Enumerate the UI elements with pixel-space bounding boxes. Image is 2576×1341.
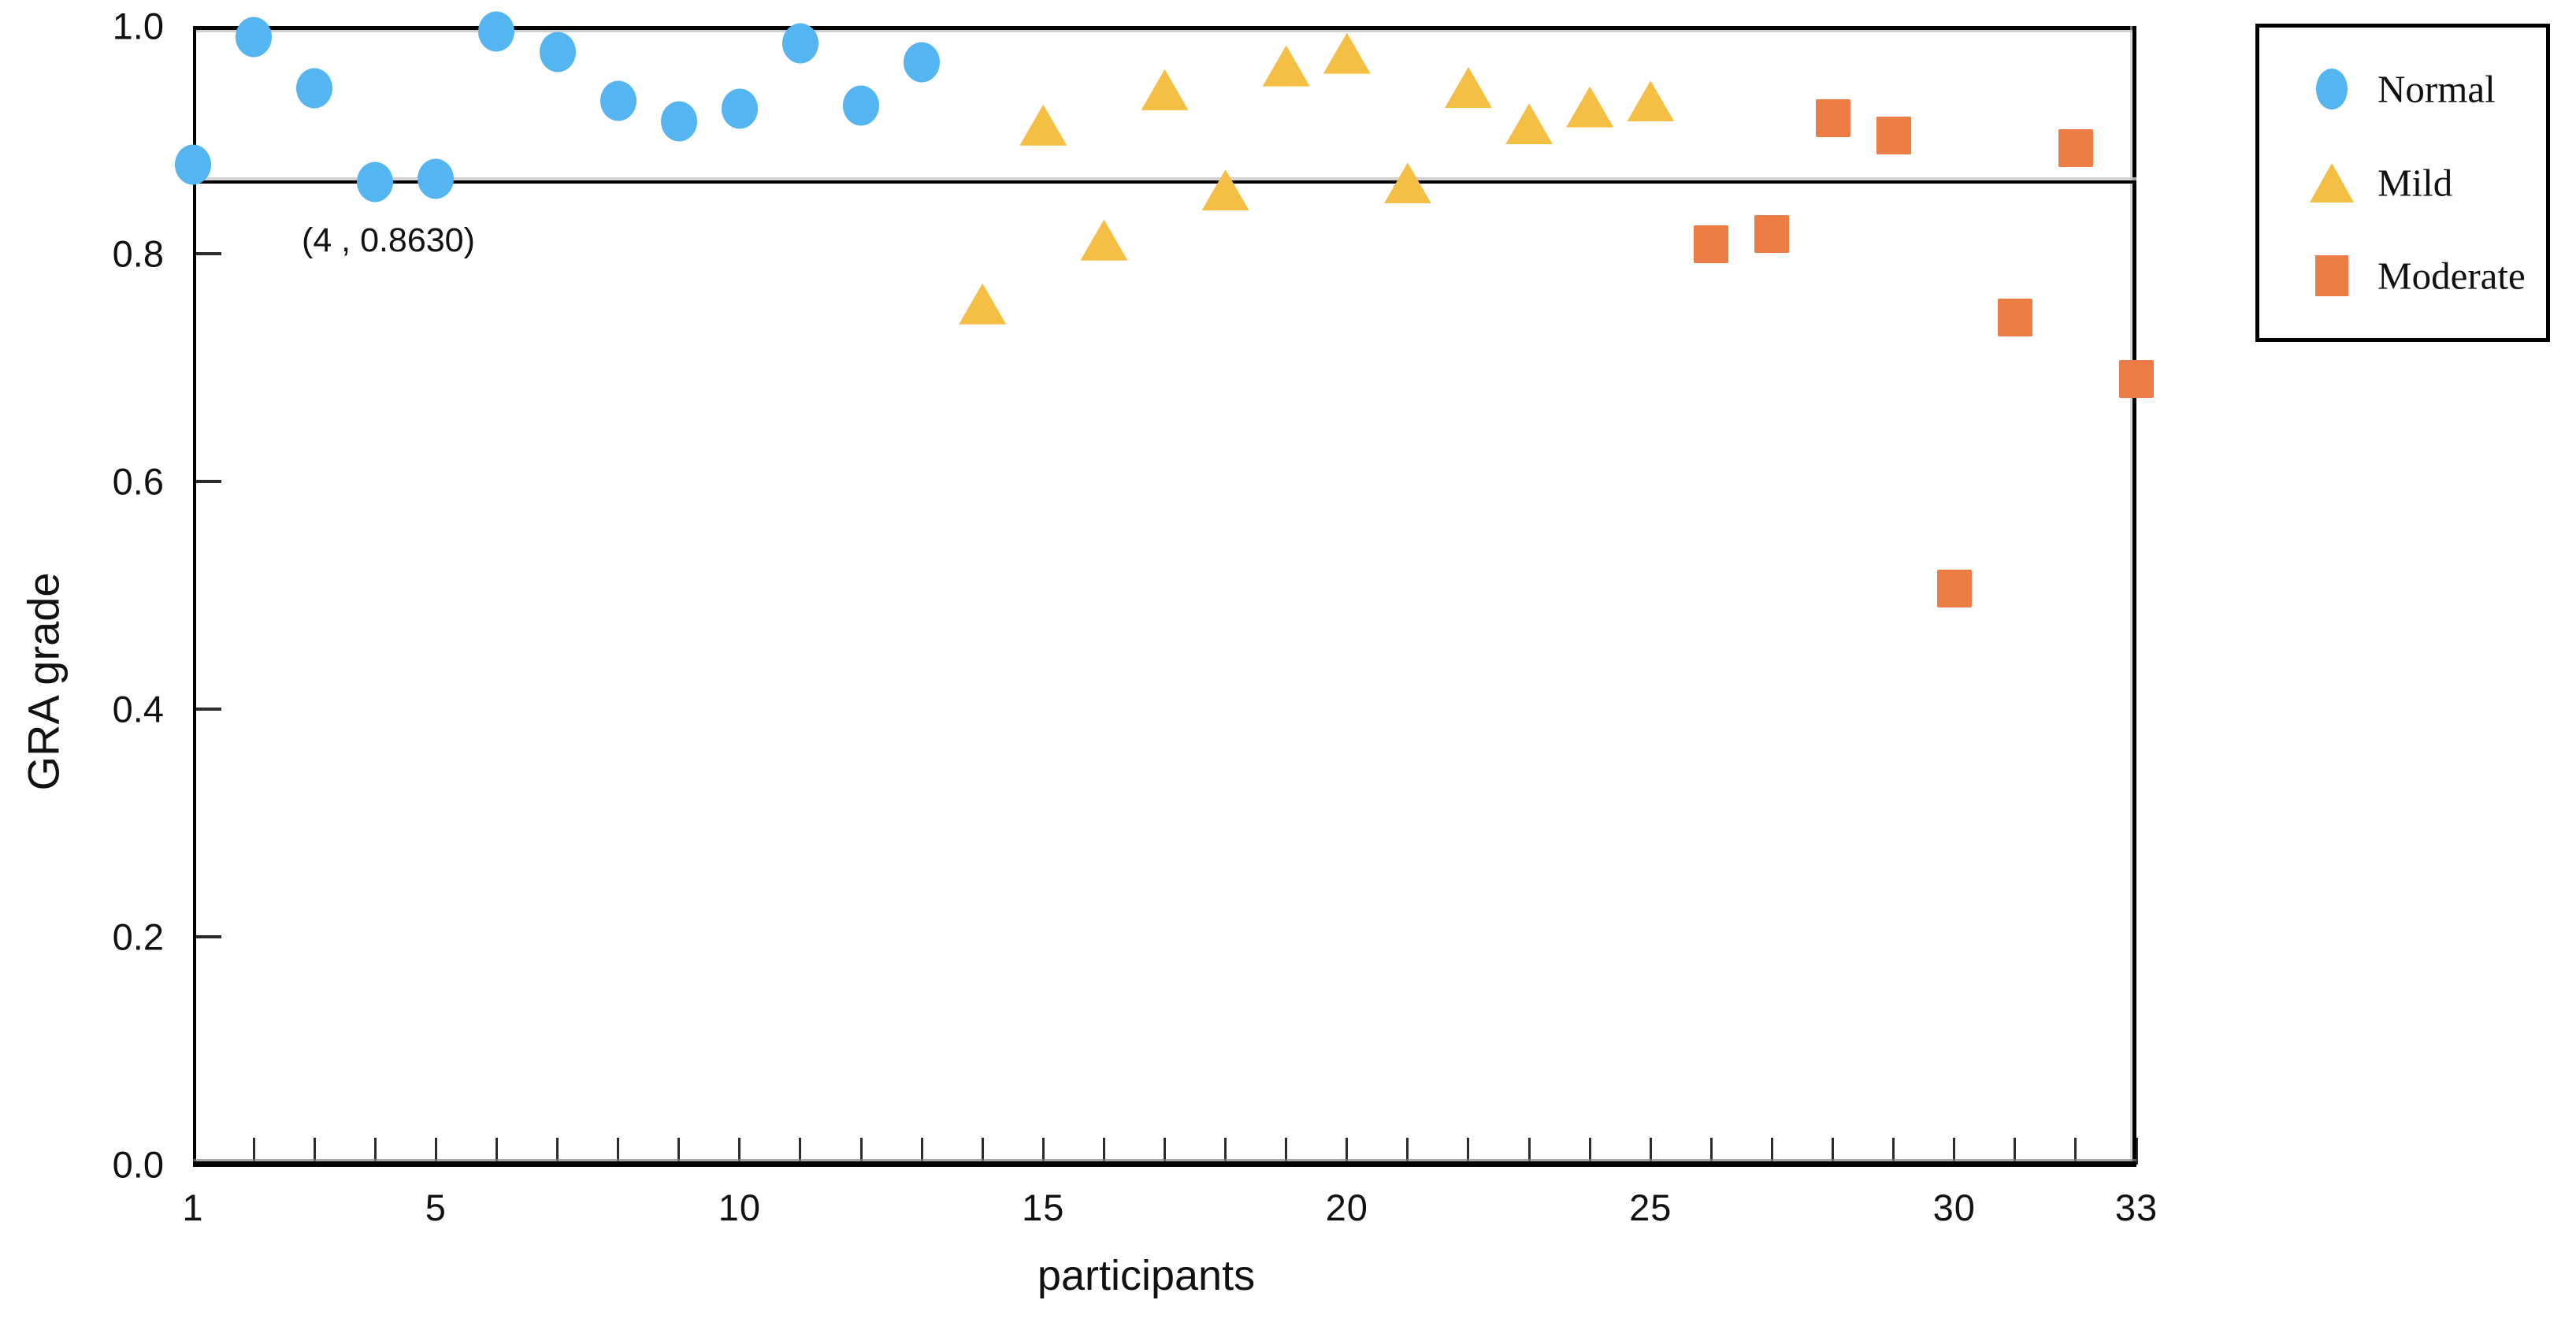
x-tick-label-25: 25 <box>1629 1187 1672 1228</box>
marker-mild-participant-23 <box>1505 103 1553 145</box>
x-minor-tick-19 <box>1285 1138 1288 1165</box>
x-minor-tick-20 <box>1346 1138 1349 1165</box>
x-minor-tick-12 <box>859 1138 863 1165</box>
marker-moderate-participant-29 <box>1876 116 1911 154</box>
marker-moderate-participant-31 <box>1997 298 2032 336</box>
marker-normal-participant-5 <box>418 158 455 199</box>
marker-normal-participant-4 <box>357 162 394 202</box>
x-axis-line <box>193 1161 2136 1167</box>
x-minor-tick-14 <box>981 1138 984 1165</box>
y-tick-label-0.6: 0.6 <box>112 460 164 503</box>
y-tick-label-0.2: 0.2 <box>112 916 164 958</box>
y-tick-label-0.8: 0.8 <box>112 232 164 275</box>
marker-moderate-participant-33 <box>2119 359 2154 398</box>
x-minor-tick-10 <box>738 1138 741 1165</box>
y-tick-0.2 <box>193 935 221 938</box>
marker-mild-participant-24 <box>1566 86 1614 128</box>
marker-normal-participant-9 <box>660 101 697 142</box>
y-tick-0.4 <box>193 708 221 711</box>
x-minor-tick-8 <box>617 1138 620 1165</box>
y-axis-line <box>193 26 196 1165</box>
y-tick-label-0.4: 0.4 <box>112 688 164 730</box>
x-minor-tick-5 <box>434 1138 437 1165</box>
x-tick-label-1: 1 <box>182 1187 204 1228</box>
x-minor-tick-21 <box>1406 1138 1409 1165</box>
marker-mild-participant-15 <box>1019 104 1067 146</box>
x-tick-label-20: 20 <box>1325 1187 1368 1228</box>
moderate-square-icon <box>2315 255 2348 296</box>
x-minor-tick-6 <box>495 1138 498 1165</box>
marker-moderate-participant-28 <box>1815 99 1850 138</box>
x-tick-label-5: 5 <box>425 1187 447 1228</box>
marker-normal-participant-2 <box>236 17 273 58</box>
plot-border-right <box>2132 26 2136 1165</box>
y-tick-label-0.0: 0.0 <box>112 1143 164 1186</box>
x-minor-tick-23 <box>1527 1138 1531 1165</box>
x-axis-title: participants <box>1037 1252 1256 1299</box>
marker-mild-participant-19 <box>1262 45 1310 87</box>
x-minor-tick-27 <box>1770 1138 1773 1165</box>
marker-normal-participant-8 <box>599 80 637 121</box>
marker-mild-participant-18 <box>1201 169 1249 211</box>
x-tick-label-10: 10 <box>718 1187 761 1228</box>
x-minor-tick-18 <box>1224 1138 1227 1165</box>
y-tick-label-1.0: 1.0 <box>112 5 164 47</box>
marker-moderate-participant-30 <box>1936 569 1972 607</box>
x-minor-tick-4 <box>373 1138 377 1165</box>
x-minor-tick-28 <box>1832 1138 1835 1165</box>
marker-normal-participant-12 <box>843 85 880 126</box>
x-minor-tick-24 <box>1588 1138 1591 1165</box>
marker-mild-participant-14 <box>959 283 1007 325</box>
marker-normal-participant-3 <box>296 68 333 109</box>
marker-mild-participant-20 <box>1323 32 1371 74</box>
x-minor-tick-25 <box>1649 1138 1652 1165</box>
x-minor-tick-17 <box>1164 1138 1166 1165</box>
x-minor-tick-9 <box>677 1138 681 1165</box>
legend-label-normal: Normal <box>2377 67 2496 111</box>
reference-line <box>193 180 2136 184</box>
x-minor-tick-13 <box>920 1138 923 1165</box>
legend-label-moderate: Moderate <box>2377 254 2526 298</box>
x-minor-tick-31 <box>2014 1138 2017 1165</box>
x-tick-label-30: 30 <box>1932 1187 1976 1228</box>
marker-normal-participant-13 <box>904 42 941 83</box>
marker-normal-participant-7 <box>539 32 576 72</box>
x-minor-tick-7 <box>556 1138 559 1165</box>
plot-border-top <box>193 26 2136 30</box>
marker-mild-participant-17 <box>1141 69 1189 110</box>
marker-moderate-participant-26 <box>1694 225 1729 264</box>
marker-moderate-participant-27 <box>1754 215 1790 254</box>
x-minor-tick-16 <box>1102 1138 1105 1165</box>
marker-normal-participant-1 <box>175 144 211 185</box>
legend: Normal Mild Moderate <box>2255 24 2550 342</box>
x-tick-label-33: 33 <box>2114 1187 2158 1228</box>
x-minor-tick-26 <box>1709 1138 1713 1165</box>
y-tick-0.6 <box>193 480 221 483</box>
plot-area: (4 , 0.8630) <box>175 11 2154 1167</box>
reference-annotation: (4 , 0.8630) <box>302 221 475 259</box>
x-minor-tick-33 <box>2135 1138 2138 1165</box>
x-minor-tick-29 <box>1892 1138 1895 1165</box>
y-axis-title: GRA grade <box>18 572 69 791</box>
x-minor-tick-3 <box>313 1138 316 1165</box>
x-minor-tick-11 <box>799 1138 802 1165</box>
marker-mild-participant-22 <box>1444 67 1492 109</box>
x-minor-tick-2 <box>252 1138 255 1165</box>
marker-normal-participant-6 <box>478 11 515 52</box>
marker-moderate-participant-32 <box>2058 128 2093 167</box>
legend-label-mild: Mild <box>2377 161 2453 205</box>
marker-mild-participant-25 <box>1627 80 1675 122</box>
x-tick-label-15: 15 <box>1022 1187 1065 1228</box>
x-minor-tick-30 <box>1953 1138 1956 1165</box>
mild-triangle-icon <box>2310 163 2354 202</box>
y-tick-0.8 <box>193 252 221 255</box>
x-minor-tick-15 <box>1041 1138 1045 1165</box>
marker-normal-participant-10 <box>721 88 758 129</box>
x-minor-tick-22 <box>1467 1138 1470 1165</box>
x-minor-tick-32 <box>2074 1138 2077 1165</box>
normal-circle-icon <box>2316 69 2348 110</box>
marker-mild-participant-16 <box>1080 219 1128 261</box>
marker-normal-participant-11 <box>781 23 818 64</box>
